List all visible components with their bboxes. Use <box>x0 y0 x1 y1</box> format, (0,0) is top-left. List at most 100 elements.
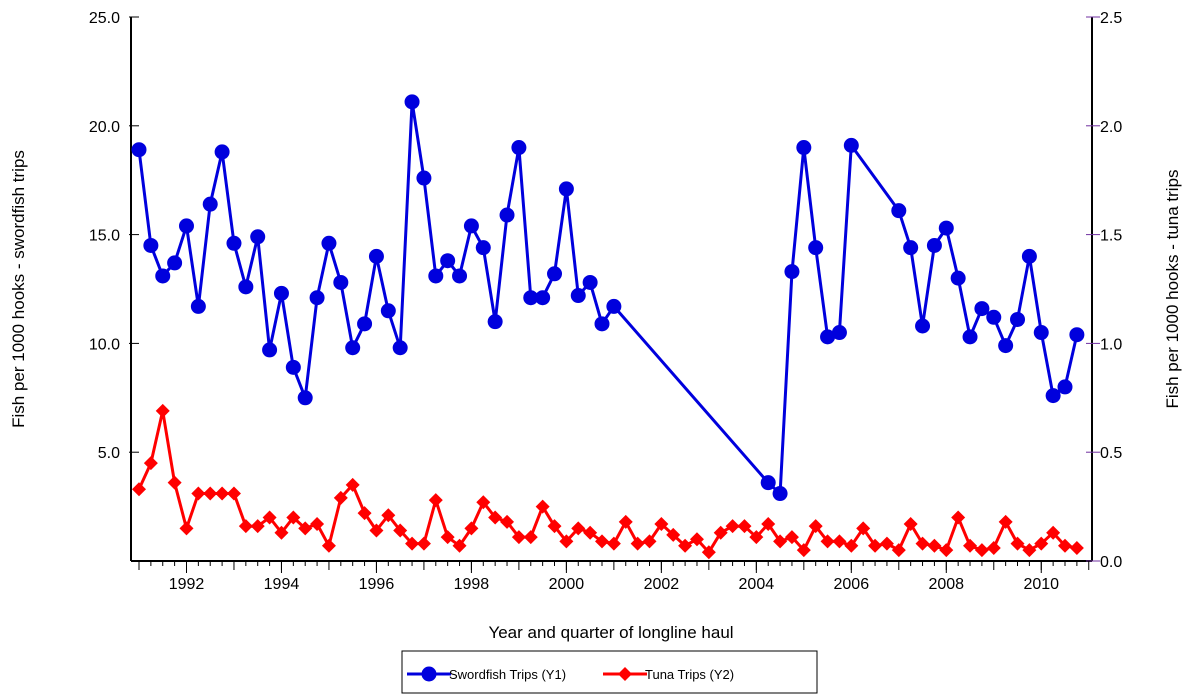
tuna-point <box>215 486 230 501</box>
swordfish-point <box>178 218 194 234</box>
swordfish-point <box>998 338 1014 354</box>
y2-axis-title: Fish per 1000 hooks - tuna trips <box>1163 169 1182 408</box>
x-tick-label: 2010 <box>1023 576 1059 593</box>
swordfish-point <box>285 359 301 375</box>
legend-tuna-marker <box>618 667 632 681</box>
swordfish-point <box>1045 388 1061 404</box>
tuna-point <box>286 510 301 525</box>
y2-tick-label: 2.5 <box>1100 10 1122 27</box>
tuna-point <box>974 543 989 558</box>
y2-axis-ticks: 0.0 0.5 1.0 1.5 2.0 2.5 <box>1086 10 1122 571</box>
swordfish-point <box>475 240 491 256</box>
y1-axis-title: Fish per 1000 hooks - swordfish trips <box>9 150 28 428</box>
tuna-point <box>333 490 348 505</box>
y2-tick-label: 1.5 <box>1100 228 1122 245</box>
swordfish-point <box>380 303 396 319</box>
tuna-point <box>808 519 823 534</box>
swordfish-point <box>357 316 373 332</box>
y1-tick-label: 25.0 <box>89 10 120 27</box>
swordfish-point <box>903 240 919 256</box>
swordfish-point <box>345 340 361 356</box>
swordfish-point <box>190 298 206 314</box>
tuna-point <box>298 521 313 536</box>
swordfish-point <box>547 266 563 282</box>
tuna-point <box>452 538 467 553</box>
tuna-point <box>998 514 1013 529</box>
tuna-point <box>167 475 182 490</box>
swordfish-point <box>986 309 1002 325</box>
swordfish-point <box>1010 311 1026 327</box>
swordfish-point <box>297 390 313 406</box>
tuna-point <box>737 519 752 534</box>
tuna-point <box>547 519 562 534</box>
swordfish-point <box>440 253 456 269</box>
swordfish-point <box>1057 379 1073 395</box>
swordfish-point <box>143 237 159 253</box>
tuna-point <box>903 517 918 532</box>
x-tick-label: 1996 <box>359 576 395 593</box>
x-tick-label: 2000 <box>549 576 585 593</box>
swordfish-point <box>262 342 278 358</box>
tuna-point <box>963 538 978 553</box>
tuna-point <box>832 534 847 549</box>
tuna-point <box>618 514 633 529</box>
swordfish-point <box>891 203 907 219</box>
y1-tick-label: 20.0 <box>89 119 120 136</box>
swordfish-point <box>238 279 254 295</box>
y1-tick-label: 5.0 <box>98 445 120 462</box>
tuna-point <box>535 499 550 514</box>
tuna-point <box>559 534 574 549</box>
swordfish-point <box>820 329 836 345</box>
tuna-point <box>820 534 835 549</box>
swordfish-point <box>511 140 527 156</box>
x-tick-label: 2008 <box>928 576 964 593</box>
swordfish-point <box>760 475 776 491</box>
x-tick-label: 1998 <box>454 576 490 593</box>
swordfish-point <box>974 301 990 317</box>
tuna-point <box>915 536 930 551</box>
tuna-point <box>678 538 693 553</box>
swordfish-point <box>808 240 824 256</box>
tuna-point <box>654 517 669 532</box>
tuna-point <box>405 536 420 551</box>
tuna-point <box>642 534 657 549</box>
swordfish-point <box>452 268 468 284</box>
swordfish-point <box>606 298 622 314</box>
legend-tuna-label: Tuna Trips (Y2) <box>645 667 734 682</box>
tuna-point <box>132 482 146 497</box>
y1-axis-ticks: 5.0 10.0 15.0 20.0 25.0 <box>89 10 139 462</box>
tuna-point <box>761 517 776 532</box>
tuna-point <box>321 538 336 553</box>
swordfish-point <box>784 264 800 280</box>
tuna-point <box>440 530 455 545</box>
swordfish-point <box>950 270 966 286</box>
tuna-point <box>1034 536 1049 551</box>
tuna-point <box>345 477 360 492</box>
swordfish-point <box>333 274 349 290</box>
plot-frame <box>130 17 1093 562</box>
tuna-point <box>488 510 503 525</box>
x-axis-title: Year and quarter of longline haul <box>488 623 733 642</box>
y2-tick-label: 1.0 <box>1100 336 1122 353</box>
tuna-point <box>784 530 799 545</box>
tuna-point <box>238 519 253 534</box>
tuna-point <box>274 525 289 540</box>
tuna-point <box>713 525 728 540</box>
legend: Swordfish Trips (Y1) Tuna Trips (Y2) <box>401 650 818 694</box>
y2-tick-label: 0.0 <box>1100 554 1122 571</box>
tuna-point <box>844 538 859 553</box>
tuna-point <box>226 486 241 501</box>
tuna-point <box>879 536 894 551</box>
tuna-point <box>143 456 158 471</box>
x-tick-label: 2006 <box>834 576 870 593</box>
tuna-point <box>1022 543 1037 558</box>
tuna-point <box>773 534 788 549</box>
swordfish-point <box>463 218 479 234</box>
swordfish-point <box>962 329 978 345</box>
tuna-point <box>583 525 598 540</box>
swordfish-point <box>155 268 171 284</box>
y1-tick-label: 10.0 <box>89 336 120 353</box>
legend-box <box>401 650 818 694</box>
swordfish-point <box>558 181 574 197</box>
